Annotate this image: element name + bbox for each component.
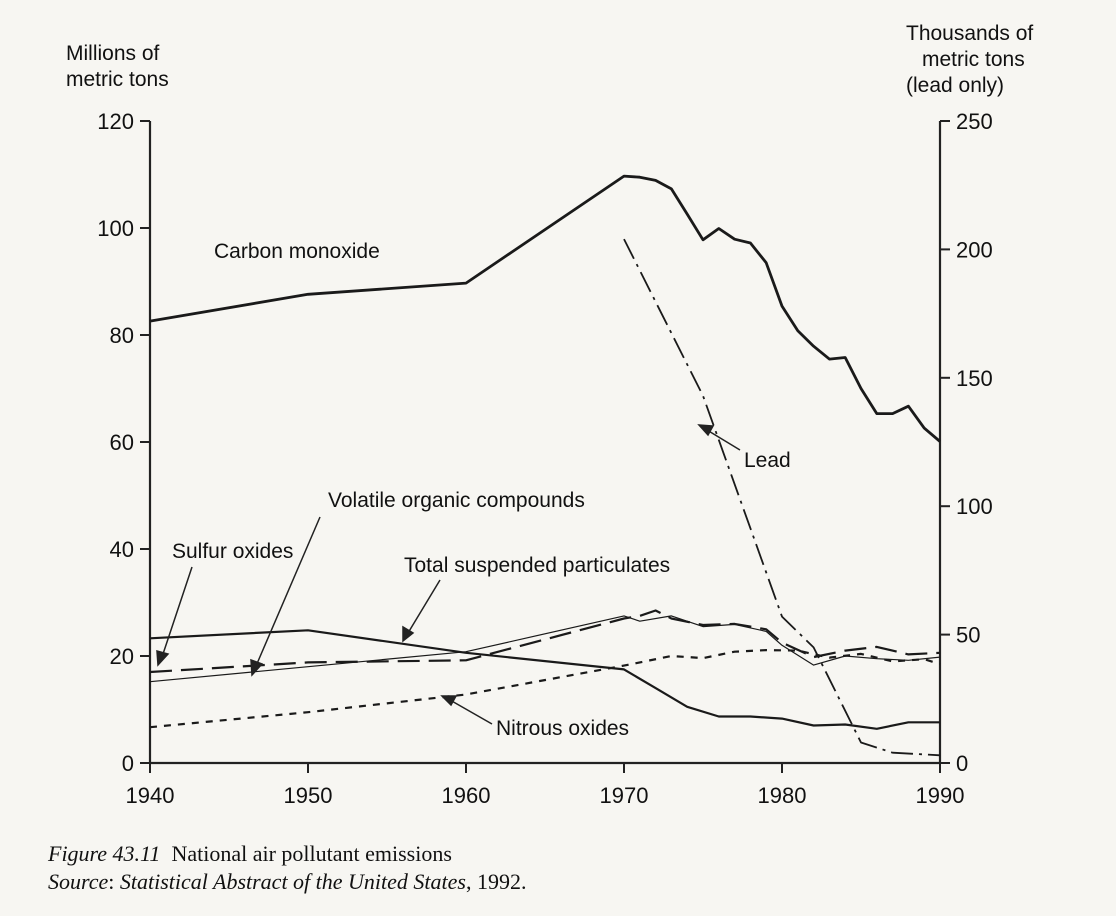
leader-nitrous-oxides-arrow [440, 695, 458, 707]
figure-label: Figure 43.11 [48, 841, 161, 866]
left-tick-label: 0 [122, 751, 134, 776]
figure-title: National air pollutant emissions [171, 841, 452, 866]
label-carbon-monoxide: Carbon monoxide [214, 240, 380, 263]
leader-sulfur-oxides-arrow [156, 649, 170, 667]
source-year: , 1992. [465, 869, 527, 894]
chart-axes [148, 121, 942, 765]
right-axis-title-line1: Thousands of [906, 22, 1033, 45]
x-tick-label: 1940 [126, 783, 175, 808]
left-tick-label: 120 [97, 109, 134, 134]
x-tick-label: 1950 [284, 783, 333, 808]
label-total-suspended-particulates: Total suspended particulates [404, 554, 670, 577]
caption-title-line: Figure 43.11 National air pollutant emis… [48, 840, 526, 868]
source-title: Statistical Abstract of the United State… [119, 869, 466, 894]
series-line-lead [623, 238, 941, 757]
series-line-sulfur-oxides [149, 629, 940, 730]
caption-source-line: Source: Statistical Abstract of the Unit… [48, 869, 527, 894]
x-tick-label: 1990 [916, 783, 965, 808]
left-tick-label: 80 [110, 323, 134, 348]
right-tick-label: 0 [956, 751, 968, 776]
x-tick-label: 1960 [442, 783, 491, 808]
left-tick-label: 40 [110, 537, 134, 562]
series-line-carbon-monoxide [149, 174, 941, 443]
right-axis-title-line3: (lead only) [906, 74, 1004, 97]
leader-lead [706, 429, 741, 451]
label-nitrous-oxides: Nitrous oxides [496, 717, 629, 740]
left-tick-label: 20 [110, 644, 134, 669]
left-tick-label: 60 [110, 430, 134, 455]
series-lines [149, 174, 941, 757]
right-tick-label: 100 [956, 494, 993, 519]
leader-sulfur-oxides [161, 566, 193, 658]
leader-tsp-arrow [402, 625, 415, 643]
right-tick-label: 200 [956, 237, 993, 262]
leader-voc-arrow [250, 658, 264, 677]
left-axis-title-line1: Millions of [66, 42, 160, 65]
right-axis-title-line2: metric tons [922, 48, 1025, 71]
figure-caption: Figure 43.11 National air pollutant emis… [48, 840, 526, 896]
x-tick-label: 1980 [758, 783, 807, 808]
label-lead: Lead [744, 449, 791, 472]
label-volatile-organic-compounds: Volatile organic compounds [328, 489, 585, 512]
right-tick-label: 250 [956, 109, 993, 134]
label-sulfur-oxides: Sulfur oxides [172, 540, 293, 563]
leader-lines [156, 424, 741, 725]
x-tick-label: 1970 [600, 783, 649, 808]
leader-nitrous-oxides [449, 699, 493, 725]
leader-lead-arrow [697, 424, 715, 437]
leader-tsp [407, 579, 441, 634]
series-line-nitrous-oxides [149, 648, 941, 729]
left-axis-title-line2: metric tons [66, 68, 169, 91]
leader-voc [255, 516, 321, 667]
source-label: Source [48, 869, 109, 894]
left-tick-label: 100 [97, 216, 134, 241]
axis-ticks: 0 20 40 60 80 100 120 0 50 100 150 200 250 1940 1950 19… [97, 109, 992, 808]
series-line-total-suspended-particulates [149, 609, 941, 674]
right-tick-label: 50 [956, 623, 980, 648]
right-tick-label: 150 [956, 366, 993, 391]
series-line-volatile-organic-compounds [149, 615, 941, 683]
